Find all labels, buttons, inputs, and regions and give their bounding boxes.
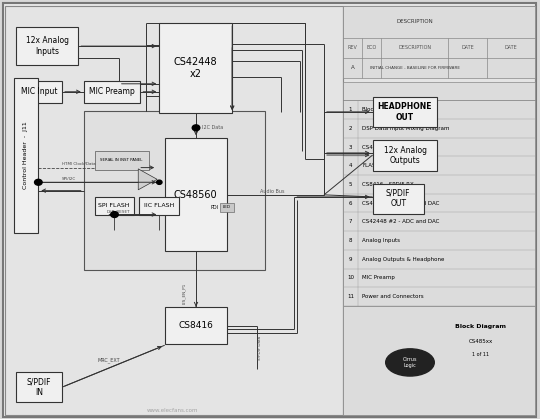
Bar — [14, 78, 38, 233]
Text: 8: 8 — [349, 238, 352, 243]
Text: LED: LED — [223, 205, 231, 210]
Bar — [94, 197, 134, 215]
Text: I2S_EN_P1: I2S_EN_P1 — [183, 283, 186, 304]
Text: www.elecfans.com: www.elecfans.com — [147, 408, 199, 413]
Text: I2C Data: I2C Data — [202, 125, 224, 130]
Text: 9: 9 — [349, 257, 352, 262]
Text: REV: REV — [348, 45, 357, 50]
Text: S/PDIF Data: S/PDIF Data — [258, 336, 262, 360]
Bar — [165, 138, 227, 251]
Bar — [343, 6, 535, 78]
Text: MIC Input: MIC Input — [21, 87, 57, 96]
Bar — [159, 23, 232, 113]
Text: HTMI Clock/Data: HTMI Clock/Data — [62, 162, 96, 166]
Text: DATE: DATE — [504, 45, 517, 50]
Bar — [16, 27, 78, 65]
Text: DESCRIPTION: DESCRIPTION — [398, 45, 431, 50]
Text: MIC Preamp: MIC Preamp — [89, 87, 135, 96]
Text: S/PDIF
OUT: S/PDIF OUT — [386, 189, 410, 208]
Text: CS42448 #2 - ADC and DAC: CS42448 #2 - ADC and DAC — [362, 219, 440, 224]
Text: MRC_EXT: MRC_EXT — [97, 357, 120, 363]
Bar — [373, 184, 424, 214]
Text: SPI/I2C: SPI/I2C — [62, 177, 76, 181]
Bar — [16, 81, 62, 103]
Text: CS8416 - SPDIF RX: CS8416 - SPDIF RX — [362, 182, 414, 187]
Bar — [94, 151, 149, 170]
Text: DSP Data Input Mixing Diagram: DSP Data Input Mixing Diagram — [362, 126, 450, 131]
Text: S/PDIF
IN: S/PDIF IN — [27, 378, 51, 397]
Text: DSP_RESET: DSP_RESET — [106, 209, 130, 213]
Text: Block Diagram: Block Diagram — [455, 324, 507, 329]
Text: 1 of 11: 1 of 11 — [472, 352, 489, 357]
Text: HEADPHONE
OUT: HEADPHONE OUT — [378, 102, 432, 122]
Text: 3: 3 — [349, 145, 352, 150]
Circle shape — [157, 180, 162, 184]
Text: CS42448
x2: CS42448 x2 — [174, 57, 218, 79]
Bar — [373, 97, 437, 127]
Text: SERIAL IN INST PANEL: SERIAL IN INST PANEL — [100, 158, 143, 162]
Text: 11: 11 — [347, 294, 354, 299]
Text: 12x Analog
Outputs: 12x Analog Outputs — [383, 146, 427, 165]
Text: CS48560 - DSP: CS48560 - DSP — [362, 145, 403, 150]
Text: IIC FLASH: IIC FLASH — [144, 203, 174, 208]
Text: 10: 10 — [347, 275, 354, 280]
Bar — [84, 81, 140, 103]
Bar — [373, 140, 437, 171]
Text: 6: 6 — [349, 201, 352, 206]
Text: CS42448 #1 - ADC and DAC: CS42448 #1 - ADC and DAC — [362, 201, 440, 206]
Text: CS485xx: CS485xx — [469, 339, 493, 344]
Circle shape — [192, 125, 200, 131]
Bar — [16, 372, 62, 402]
Bar — [139, 197, 179, 215]
Ellipse shape — [386, 349, 434, 376]
Text: 5: 5 — [349, 182, 352, 187]
Bar — [165, 307, 227, 344]
Bar — [343, 6, 535, 415]
Text: CS48560: CS48560 — [174, 190, 218, 200]
Text: SPI FLASH: SPI FLASH — [98, 203, 130, 208]
Text: Control Header  -  J11: Control Header - J11 — [23, 121, 29, 189]
Text: DESCRIPTION: DESCRIPTION — [396, 19, 433, 24]
Text: DATE: DATE — [461, 45, 474, 50]
Text: Block Diagram: Block Diagram — [362, 107, 403, 112]
Text: Analog Outputs & Headphone: Analog Outputs & Headphone — [362, 257, 444, 262]
Text: MIC Preamp: MIC Preamp — [362, 275, 395, 280]
Text: 7: 7 — [349, 219, 352, 224]
Text: 12x Analog
Inputs: 12x Analog Inputs — [26, 36, 69, 56]
Text: A: A — [350, 65, 354, 70]
Polygon shape — [138, 169, 157, 190]
Text: ECO: ECO — [367, 45, 377, 50]
Text: 1: 1 — [349, 107, 352, 112]
Text: Power and Connectors: Power and Connectors — [362, 294, 424, 299]
Bar — [343, 82, 535, 306]
Text: INITIAL CHANGE - BASELINE FOR FIRMWARE: INITIAL CHANGE - BASELINE FOR FIRMWARE — [370, 65, 460, 70]
Circle shape — [35, 179, 42, 185]
Text: PDI: PDI — [211, 205, 219, 210]
Bar — [84, 111, 265, 270]
Text: 2: 2 — [349, 126, 352, 131]
Bar — [5, 6, 343, 415]
Bar — [343, 306, 535, 415]
Text: FLASH: FLASH — [362, 163, 380, 168]
Bar — [220, 203, 234, 212]
Text: Analog Inputs: Analog Inputs — [362, 238, 400, 243]
Circle shape — [111, 212, 118, 217]
Text: CS8416: CS8416 — [178, 321, 213, 330]
Text: Audio Bus: Audio Bus — [260, 189, 285, 194]
Text: Cirrus
Logic: Cirrus Logic — [403, 357, 417, 368]
Text: 4: 4 — [349, 163, 352, 168]
